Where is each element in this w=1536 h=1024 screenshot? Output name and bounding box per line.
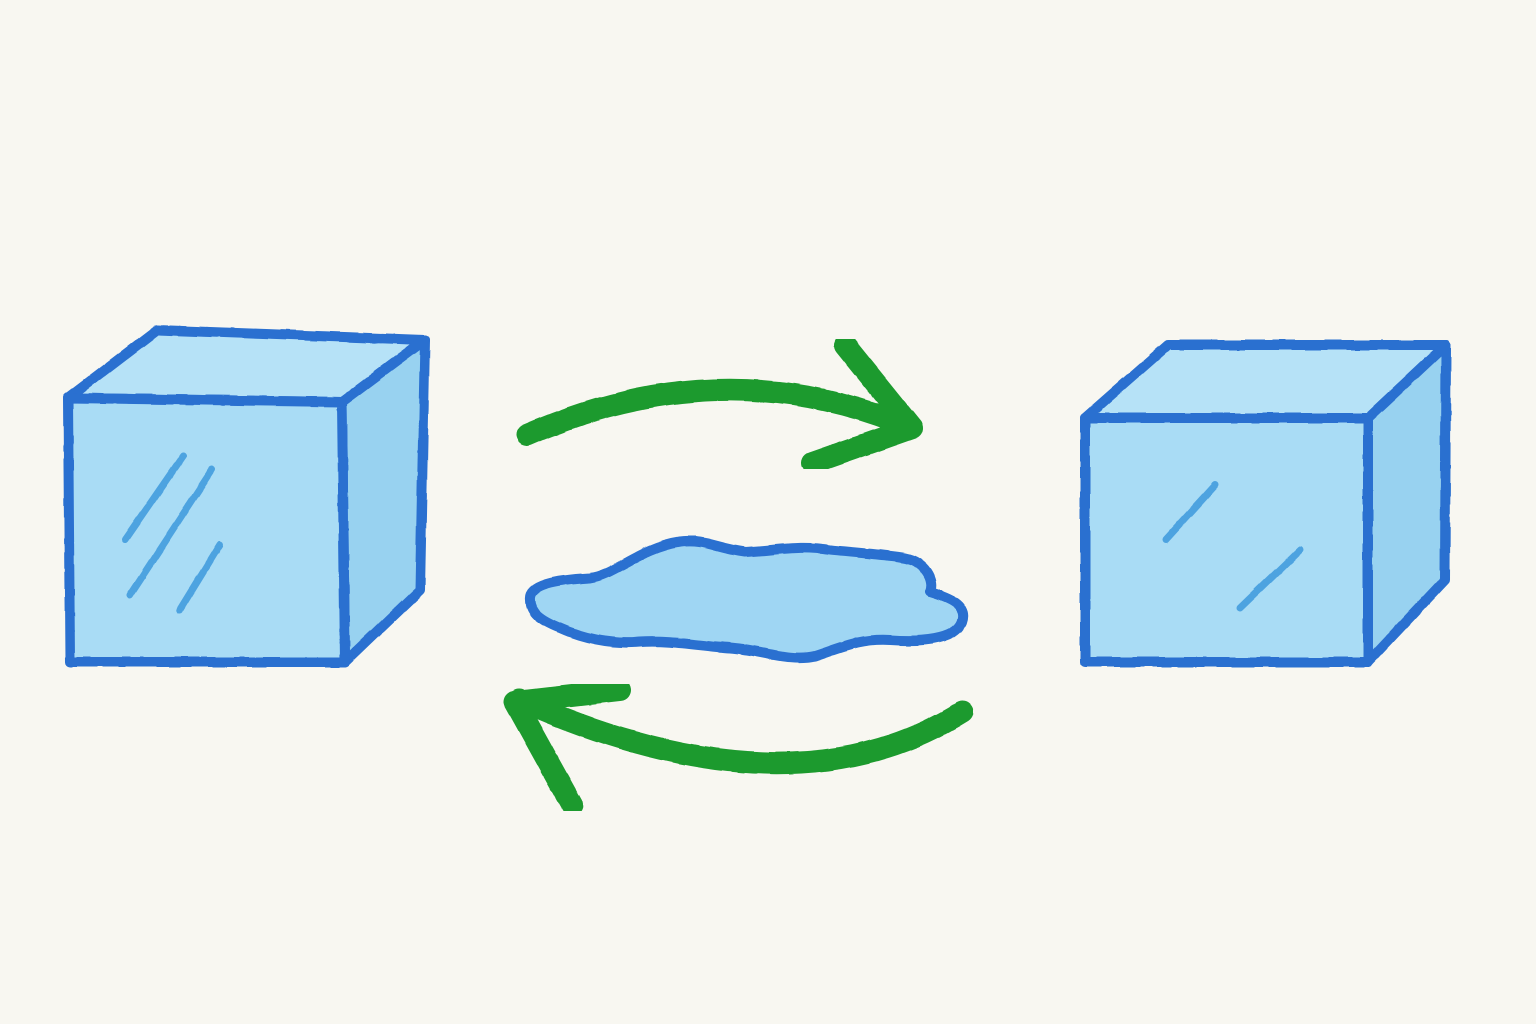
ice-cube-left-front-face: [63, 393, 350, 667]
ice-cube-left: [63, 325, 430, 667]
ice-shine-mark: [176, 541, 224, 614]
ice-shine-mark: [1161, 481, 1219, 544]
curved-arrow-right: [516, 334, 923, 474]
ice-shine-mark: [121, 452, 187, 544]
ice-shine-mark: [1236, 546, 1304, 612]
water-puddle-shape: [525, 536, 969, 663]
ice-cube-left-side-face: [337, 335, 430, 667]
curved-arrow-right-head: [801, 334, 923, 474]
curved-arrow-left: [504, 679, 973, 816]
ice-cube-right-front-face: [1080, 413, 1373, 667]
curved-arrow-left-shaft: [509, 689, 973, 775]
water-puddle: [525, 536, 969, 663]
curved-arrow-right-shaft: [516, 378, 916, 446]
ice-shine-mark: [126, 466, 216, 599]
curved-arrow-left-head: [504, 679, 631, 816]
ice-cube-right: [1080, 340, 1451, 667]
